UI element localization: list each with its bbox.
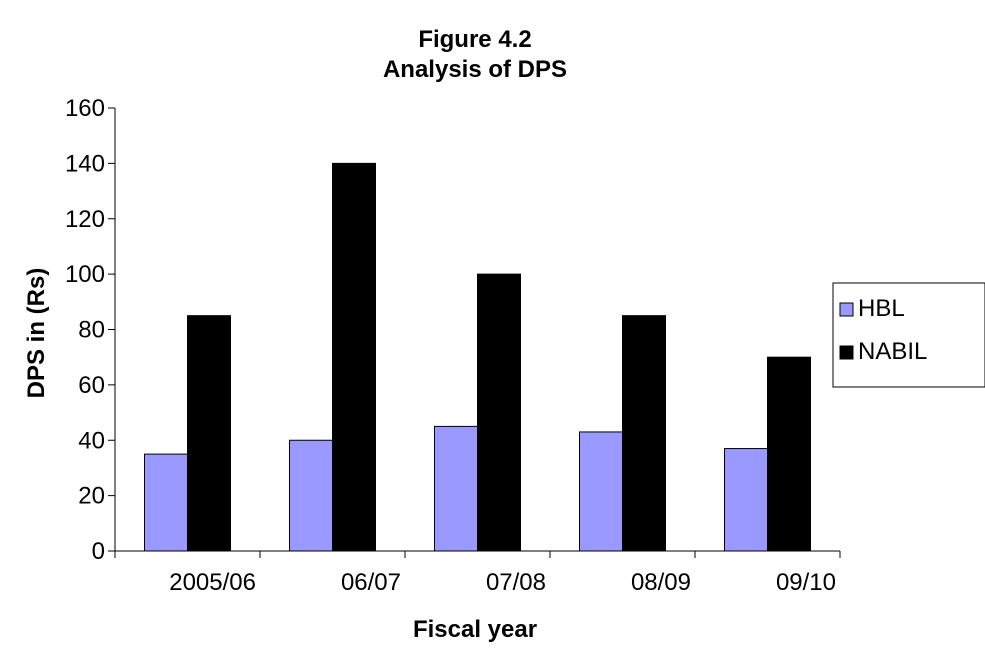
y-tick-label: 120 — [65, 206, 105, 233]
legend-swatch-nabil — [839, 345, 854, 360]
y-ticks-group: 0 20 40 60 80 100 120 140 160 — [65, 95, 115, 565]
bar-nabil — [332, 162, 376, 552]
bar-hbl — [579, 431, 623, 552]
legend: HBL NABIL — [832, 282, 985, 388]
x-tick-label: 06/07 — [341, 569, 401, 596]
x-axis-title: Fiscal year — [413, 616, 537, 643]
y-tick-label: 80 — [78, 317, 105, 344]
bar-hbl — [289, 439, 333, 552]
y-tick-label: 20 — [78, 483, 105, 510]
bar-hbl — [434, 425, 478, 552]
x-tick-label: 07/08 — [486, 569, 546, 596]
x-tick-label: 08/09 — [631, 569, 691, 596]
y-axis-title: DPS in (Rs) — [23, 268, 50, 399]
y-tick-label: 0 — [92, 538, 105, 565]
y-tick-label: 140 — [65, 150, 105, 177]
bar-hbl — [144, 453, 188, 552]
bars-group — [144, 162, 811, 552]
legend-swatch-hbl — [839, 302, 854, 317]
y-tick-label: 160 — [65, 95, 105, 122]
y-tick-label: 100 — [65, 261, 105, 288]
legend-label-hbl: HBL — [858, 295, 905, 322]
y-tick-label: 40 — [78, 427, 105, 454]
x-tick-label: 09/10 — [776, 569, 836, 596]
chart-subtitle: Analysis of DPS — [383, 56, 567, 83]
y-tick-label: 60 — [78, 372, 105, 399]
x-ticks-group: 2005/06 06/07 07/08 08/09 09/10 — [114, 551, 841, 596]
bar-hbl — [724, 448, 768, 552]
bar-nabil — [187, 315, 231, 552]
x-tick-label: 2005/06 — [169, 569, 256, 596]
legend-box — [832, 282, 985, 388]
bar-nabil — [622, 315, 666, 552]
bar-nabil — [477, 273, 521, 552]
bar-nabil — [767, 356, 811, 552]
legend-label-nabil: NABIL — [858, 338, 927, 365]
chart-title: Figure 4.2 — [418, 26, 531, 53]
